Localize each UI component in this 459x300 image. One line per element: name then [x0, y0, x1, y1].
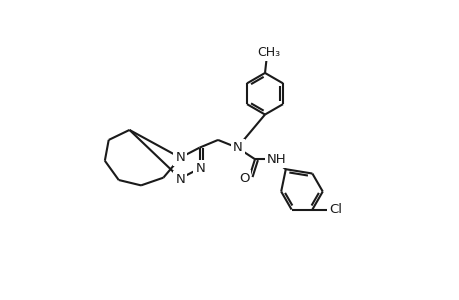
Text: O: O: [239, 172, 249, 185]
Text: CH₃: CH₃: [257, 46, 280, 59]
Text: N: N: [175, 151, 185, 164]
Text: NH: NH: [266, 153, 286, 166]
Text: N: N: [175, 173, 185, 186]
Text: Cl: Cl: [328, 203, 341, 216]
Text: N: N: [195, 162, 205, 175]
Text: N: N: [233, 141, 242, 154]
